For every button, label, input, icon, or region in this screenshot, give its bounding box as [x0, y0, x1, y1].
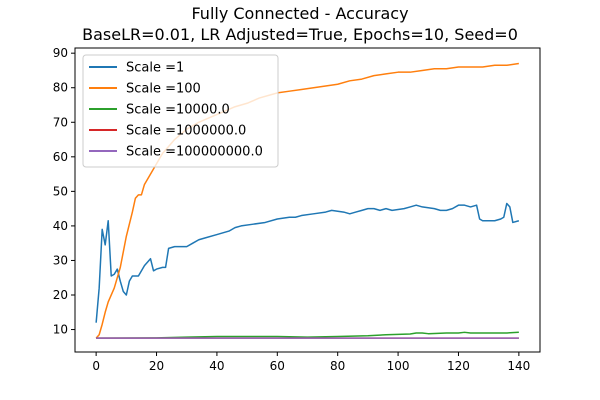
x-tick-label: 60	[270, 359, 285, 373]
legend: Scale =1 Scale =100 Scale =10000.0 Scale =1…	[82, 54, 279, 168]
x-tick-label: 40	[209, 359, 224, 373]
legend-label: Scale =100	[126, 82, 201, 97]
y-tick-label: 40	[53, 219, 68, 233]
legend-box	[82, 54, 279, 168]
x-tick-label: 0	[92, 359, 100, 373]
chart-title: Fully Connected - Accuracy	[191, 4, 408, 23]
axis-layer: 0 20 40 60 80 100 120 140 10 20 30 40 50 60 70 80 90	[53, 46, 531, 373]
y-tick-label: 20	[53, 288, 68, 302]
legend-label: Scale =1000000.0	[126, 124, 246, 139]
y-tick-label: 10	[53, 323, 68, 337]
x-tick-label: 120	[447, 359, 470, 373]
y-tick-label: 90	[53, 46, 68, 60]
y-tick-label: 60	[53, 150, 68, 164]
series-line-1	[95, 202, 520, 323]
y-tick-label: 30	[53, 253, 68, 267]
series-line-3	[96, 331, 519, 339]
y-tick-label: 70	[53, 115, 68, 129]
x-tick-label: 80	[330, 359, 345, 373]
legend-label: Scale =10000.0	[126, 103, 230, 118]
x-tick-label: 140	[507, 359, 530, 373]
x-tick-label: 20	[149, 359, 164, 373]
x-tick-label: 100	[387, 359, 410, 373]
plot-frame	[74, 47, 541, 353]
legend-label: Scale =100000000.0	[126, 145, 263, 160]
chart-subtitle: BaseLR=0.01, LR Adjusted=True, Epochs=10…	[82, 25, 518, 44]
y-tick-label: 80	[53, 81, 68, 95]
y-tick-label: 50	[53, 184, 68, 198]
legend-label: Scale =1	[126, 61, 184, 76]
